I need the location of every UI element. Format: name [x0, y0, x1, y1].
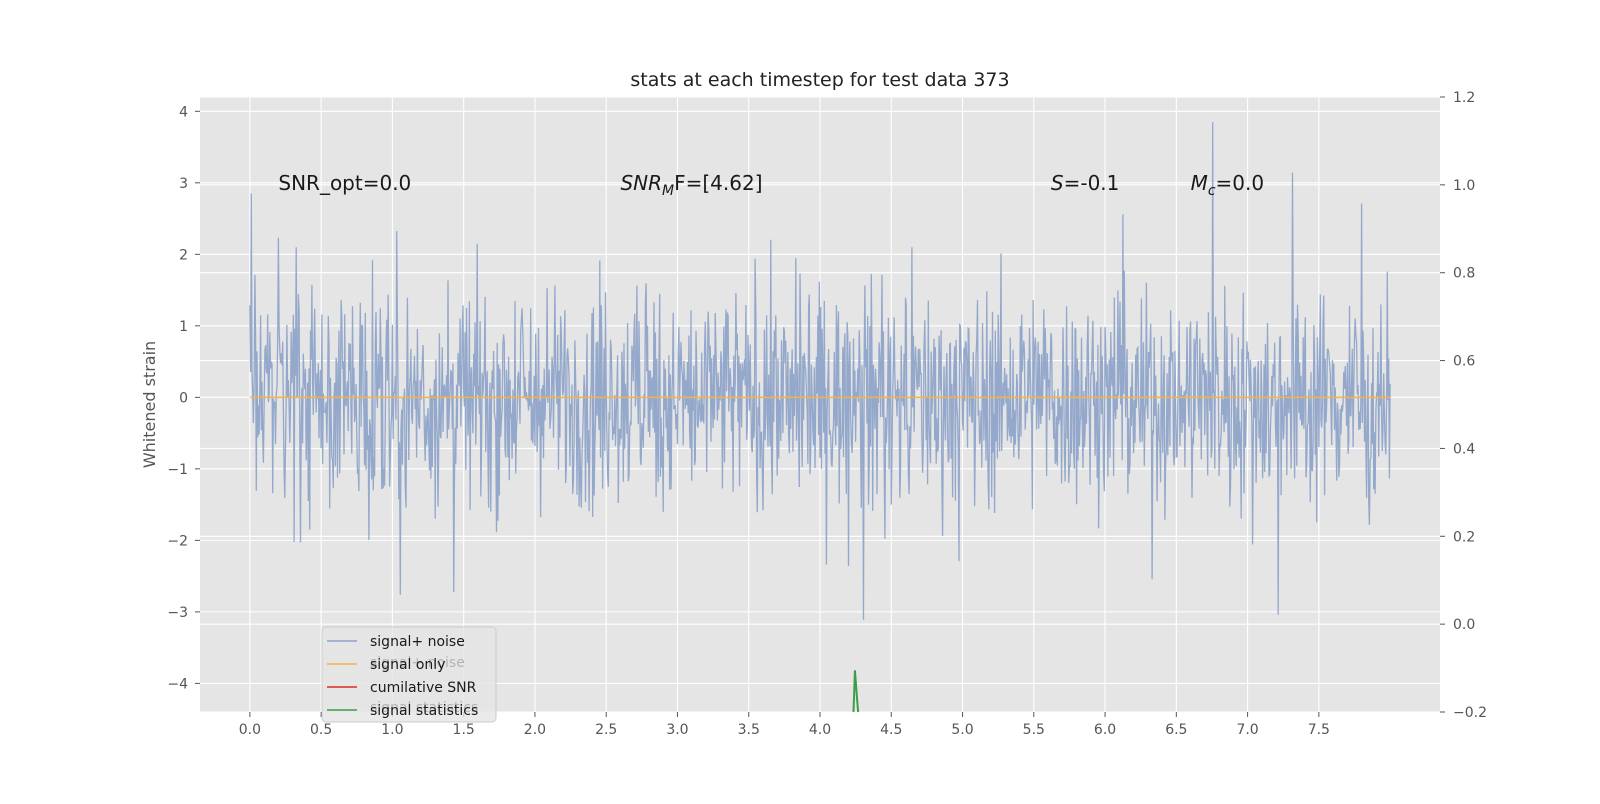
series-signal-plus-noise: [249, 121, 1391, 620]
x-tick-label: 1.0: [381, 722, 403, 738]
y2-tick-label: 0.4: [1453, 441, 1475, 457]
x-tick-label: 6.5: [1165, 722, 1187, 738]
y-tick-label: −4: [167, 676, 188, 692]
chart-title: stats at each timestep for test data 373: [630, 69, 1009, 91]
y-axis-label: Whitened strain: [140, 341, 159, 468]
annotation-3: Mc=0.0: [1191, 171, 1265, 199]
x-tick-label: 4.0: [809, 722, 831, 738]
x-tick-label: 7.0: [1236, 722, 1258, 738]
annotation-2: S=-0.1: [1051, 171, 1119, 195]
x-tick-label: 4.5: [880, 722, 902, 738]
legend-label: signal statistics: [370, 703, 478, 719]
series-layer: [249, 121, 1391, 712]
x-tick-label: 2.0: [524, 722, 546, 738]
y-tick-label: −2: [167, 533, 188, 549]
x-tick-label: 7.5: [1308, 722, 1330, 738]
x-tick-label: 3.0: [666, 722, 688, 738]
legend-box: [321, 626, 497, 723]
x-tick-label: 5.0: [951, 722, 973, 738]
legend-ghost-label: signal+ noise: [370, 655, 465, 671]
legend: signal+ noise signal statistics signal+ no…: [321, 626, 497, 723]
x-tick-label: 1.5: [453, 722, 475, 738]
y-tick-label: 4: [179, 104, 188, 120]
y2-tick-label: 0.8: [1453, 266, 1475, 282]
y2-tick-label: 0.2: [1453, 529, 1475, 545]
y2-tick-label: 1.0: [1453, 178, 1475, 194]
x-tick-label: 2.5: [595, 722, 617, 738]
y-tick-label: 2: [179, 247, 188, 263]
annotation-1: SNRMF=[4.62]: [620, 171, 762, 199]
legend-label: signal only: [370, 657, 445, 673]
y-tick-label: 1: [179, 319, 188, 335]
annotation-0: SNR_opt=0.0: [278, 171, 411, 195]
x-tick-label: 0.0: [239, 722, 261, 738]
x-tick-label: 3.5: [738, 722, 760, 738]
y2-tick-label: 0.6: [1453, 354, 1475, 370]
y-tick-label: 0: [179, 390, 188, 406]
series-signal-statistics: [852, 670, 860, 712]
legend-label: cumilative SNR: [370, 680, 477, 696]
annotations: SNR_opt=0.0 SNRMF=[4.62] S=-0.1 Mc=0.0: [278, 171, 1264, 199]
y-tick-label: 3: [179, 176, 188, 192]
legend-ghost-label: signal statistics: [370, 700, 478, 716]
x-tick-label: 6.0: [1094, 722, 1116, 738]
axes: 0.0 0.5 1.0 1.5 2.0 2.5 3.0 3.5 4.0 4.5 5.0 5.5 6.0 6…: [167, 90, 1487, 738]
x-tick-label: 0.5: [310, 722, 332, 738]
y-tick-label: −3: [167, 605, 188, 621]
y2-tick-label: 1.2: [1453, 90, 1475, 106]
y2-tick-label: 0.0: [1453, 617, 1475, 633]
legend-label: signal+ noise: [370, 634, 465, 650]
y2-tick-label: −0.2: [1453, 705, 1487, 721]
y-tick-label: −1: [167, 462, 188, 478]
x-tick-label: 5.5: [1023, 722, 1045, 738]
